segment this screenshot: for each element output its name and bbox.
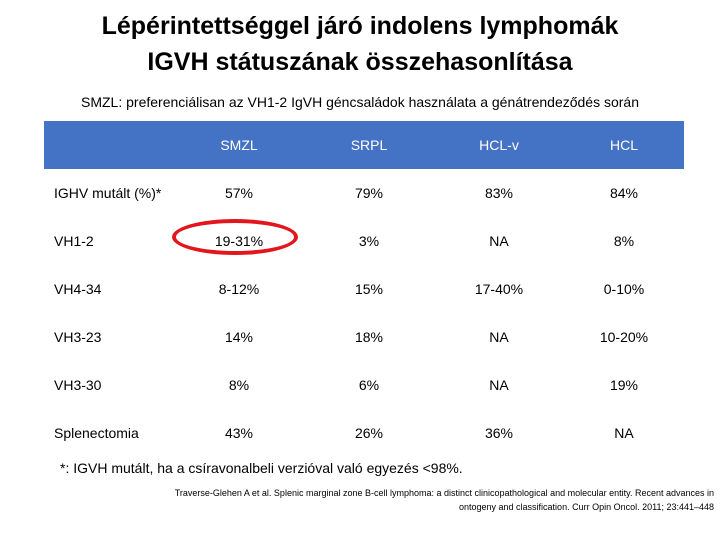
subtitle: SMZL: preferenciálisan az VH1-2 IgVH gén… — [81, 94, 639, 110]
row-label: IGHV mutált (%)* — [44, 169, 174, 217]
table-cell: 15% — [304, 265, 434, 313]
table-cell: 6% — [304, 361, 434, 409]
row-label: VH1-2 — [44, 217, 174, 265]
slide-title: Lépérintettséggel járó indolens lymphomá… — [0, 8, 720, 80]
table-row: VH4-34 8-12% 15% 17-40% 0-10% — [44, 265, 684, 313]
header-cell: SRPL — [304, 121, 434, 169]
table-cell: NA — [434, 217, 564, 265]
table-cell: 57% — [174, 169, 304, 217]
table-cell: 17-40% — [434, 265, 564, 313]
row-label: VH3-30 — [44, 361, 174, 409]
row-label: VH4-34 — [44, 265, 174, 313]
table-cell: 8% — [174, 361, 304, 409]
table-cell: 84% — [564, 169, 684, 217]
table-row: IGHV mutált (%)* 57% 79% 83% 84% — [44, 169, 684, 217]
table-row: VH3-30 8% 6% NA 19% — [44, 361, 684, 409]
table-cell: 79% — [304, 169, 434, 217]
table-cell: 8-12% — [174, 265, 304, 313]
table-cell: 3% — [304, 217, 434, 265]
row-label: VH3-23 — [44, 313, 174, 361]
header-cell: HCL-v — [434, 121, 564, 169]
table-cell: 36% — [434, 409, 564, 457]
footnote: *: IGVH mutált, ha a csíravonalbeli verz… — [60, 460, 463, 476]
table-row: Splenectomia 43% 26% 36% NA — [44, 409, 684, 457]
table-cell: 83% — [434, 169, 564, 217]
citation-line-2: ontogeny and classification. Curr Opin O… — [459, 502, 714, 512]
table-cell: 14% — [174, 313, 304, 361]
table-cell: 19-31% — [174, 217, 304, 265]
table-row: VH1-2 19-31% 3% NA 8% — [44, 217, 684, 265]
row-label: Splenectomia — [44, 409, 174, 457]
table-cell: 10-20% — [564, 313, 684, 361]
table-row: VH3-23 14% 18% NA 10-20% — [44, 313, 684, 361]
table-cell: 19% — [564, 361, 684, 409]
table-cell: NA — [434, 313, 564, 361]
title-line-2: IGVH státuszának összehasonlítása — [147, 48, 573, 76]
table-cell: 18% — [304, 313, 434, 361]
table-header-row: SMZL SRPL HCL-v HCL — [44, 121, 684, 169]
table-cell: 26% — [304, 409, 434, 457]
citation: Traverse-Glehen A et al. Splenic margina… — [114, 486, 714, 514]
table-cell: 43% — [174, 409, 304, 457]
title-line-1: Lépérintettséggel járó indolens lymphomá… — [101, 12, 619, 40]
header-cell — [44, 121, 174, 169]
comparison-table: SMZL SRPL HCL-v HCL IGHV mutált (%)* 57%… — [44, 121, 684, 457]
table-cell: 8% — [564, 217, 684, 265]
header-cell: SMZL — [174, 121, 304, 169]
table-cell: NA — [434, 361, 564, 409]
table-cell: NA — [564, 409, 684, 457]
citation-line-1: Traverse-Glehen A et al. Splenic margina… — [174, 488, 714, 498]
header-cell: HCL — [564, 121, 684, 169]
table-cell: 0-10% — [564, 265, 684, 313]
